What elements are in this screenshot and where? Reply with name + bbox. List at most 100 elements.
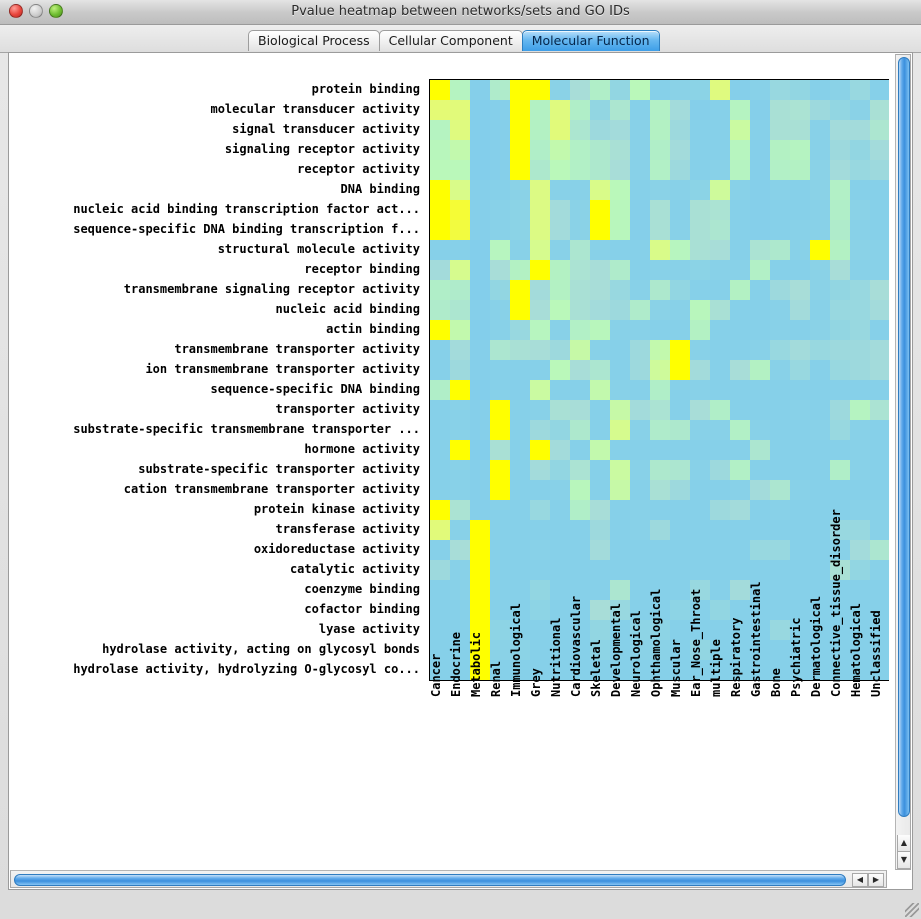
heatmap-cell[interactable] (490, 520, 510, 540)
heatmap-cell[interactable] (870, 660, 889, 680)
heatmap-cell[interactable] (510, 120, 530, 140)
heatmap-cell[interactable] (590, 400, 610, 420)
heatmap-cell[interactable] (870, 420, 889, 440)
heatmap-cell[interactable] (550, 220, 570, 240)
heatmap-cell[interactable] (810, 540, 830, 560)
heatmap-cell[interactable] (870, 500, 889, 520)
heatmap-cell[interactable] (590, 300, 610, 320)
heatmap-cell[interactable] (730, 500, 750, 520)
heatmap-cell[interactable] (810, 240, 830, 260)
heatmap-cell[interactable] (830, 300, 850, 320)
heatmap-cell[interactable] (850, 600, 870, 620)
heatmap-cell[interactable] (630, 660, 650, 680)
heatmap-cell[interactable] (570, 560, 590, 580)
heatmap-cell[interactable] (510, 540, 530, 560)
heatmap-cell[interactable] (850, 260, 870, 280)
heatmap-cell[interactable] (550, 120, 570, 140)
heatmap-cell[interactable] (610, 540, 630, 560)
heatmap-cell[interactable] (430, 180, 450, 200)
heatmap-cell[interactable] (550, 280, 570, 300)
heatmap-cell[interactable] (810, 160, 830, 180)
heatmap-cell[interactable] (630, 540, 650, 560)
heatmap-cell[interactable] (770, 300, 790, 320)
heatmap-cell[interactable] (490, 300, 510, 320)
heatmap-cell[interactable] (570, 200, 590, 220)
heatmap-cell[interactable] (470, 600, 490, 620)
heatmap-cell[interactable] (630, 440, 650, 460)
heatmap-cell[interactable] (770, 540, 790, 560)
heatmap-cell[interactable] (790, 380, 810, 400)
heatmap-cell[interactable] (590, 540, 610, 560)
heatmap-cell[interactable] (810, 480, 830, 500)
heatmap-cell[interactable] (590, 220, 610, 240)
heatmap-cell[interactable] (830, 480, 850, 500)
heatmap-cell[interactable] (510, 560, 530, 580)
heatmap-cell[interactable] (630, 280, 650, 300)
heatmap-cell[interactable] (610, 580, 630, 600)
heatmap-cell[interactable] (710, 460, 730, 480)
heatmap-cell[interactable] (790, 560, 810, 580)
heatmap-cell[interactable] (530, 420, 550, 440)
heatmap-cell[interactable] (570, 320, 590, 340)
heatmap-cell[interactable] (470, 220, 490, 240)
heatmap-cell[interactable] (810, 140, 830, 160)
heatmap-cell[interactable] (550, 520, 570, 540)
heatmap-cell[interactable] (590, 660, 610, 680)
heatmap-cell[interactable] (430, 640, 450, 660)
heatmap-cell[interactable] (610, 380, 630, 400)
heatmap-cell[interactable] (530, 320, 550, 340)
heatmap-cell[interactable] (650, 240, 670, 260)
heatmap-cell[interactable] (710, 440, 730, 460)
heatmap-cell[interactable] (670, 420, 690, 440)
heatmap-cell[interactable] (710, 480, 730, 500)
heatmap-cell[interactable] (610, 240, 630, 260)
heatmap-cell[interactable] (830, 360, 850, 380)
heatmap-grid[interactable] (429, 79, 889, 681)
heatmap-cell[interactable] (430, 560, 450, 580)
heatmap-cell[interactable] (510, 160, 530, 180)
heatmap-cell[interactable] (610, 180, 630, 200)
heatmap-cell[interactable] (450, 100, 470, 120)
heatmap-cell[interactable] (530, 560, 550, 580)
heatmap-cell[interactable] (530, 160, 550, 180)
heatmap-cell[interactable] (490, 440, 510, 460)
heatmap-cell[interactable] (670, 620, 690, 640)
heatmap-cell[interactable] (710, 360, 730, 380)
heatmap-cell[interactable] (510, 200, 530, 220)
heatmap-cell[interactable] (470, 320, 490, 340)
heatmap-cell[interactable] (810, 100, 830, 120)
heatmap-cell[interactable] (710, 200, 730, 220)
heatmap-cell[interactable] (850, 240, 870, 260)
heatmap-cell[interactable] (470, 480, 490, 500)
heatmap-cell[interactable] (430, 240, 450, 260)
heatmap-cell[interactable] (450, 560, 470, 580)
heatmap-cell[interactable] (570, 140, 590, 160)
heatmap-cell[interactable] (630, 300, 650, 320)
heatmap-cell[interactable] (530, 300, 550, 320)
heatmap-cell[interactable] (690, 320, 710, 340)
heatmap-cell[interactable] (730, 560, 750, 580)
heatmap-cell[interactable] (450, 260, 470, 280)
heatmap-cell[interactable] (690, 480, 710, 500)
heatmap-cell[interactable] (730, 580, 750, 600)
heatmap-cell[interactable] (450, 80, 470, 100)
heatmap-cell[interactable] (650, 400, 670, 420)
heatmap-cell[interactable] (770, 100, 790, 120)
heatmap-cell[interactable] (530, 600, 550, 620)
heatmap-cell[interactable] (450, 580, 470, 600)
heatmap-cell[interactable] (650, 280, 670, 300)
heatmap-cell[interactable] (510, 620, 530, 640)
heatmap-cell[interactable] (650, 340, 670, 360)
heatmap-cell[interactable] (790, 580, 810, 600)
heatmap-cell[interactable] (570, 400, 590, 420)
heatmap-cell[interactable] (690, 380, 710, 400)
heatmap-cell[interactable] (790, 460, 810, 480)
heatmap-cell[interactable] (570, 420, 590, 440)
heatmap-cell[interactable] (530, 480, 550, 500)
heatmap-cell[interactable] (690, 360, 710, 380)
heatmap-cell[interactable] (730, 540, 750, 560)
heatmap-cell[interactable] (550, 540, 570, 560)
heatmap-cell[interactable] (570, 360, 590, 380)
heatmap-cell[interactable] (490, 280, 510, 300)
heatmap-cell[interactable] (430, 380, 450, 400)
